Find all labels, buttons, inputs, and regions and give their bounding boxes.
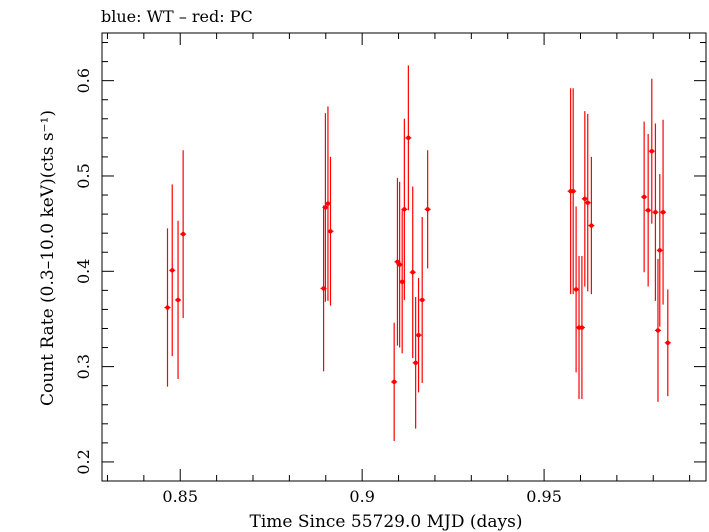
data-point	[579, 325, 585, 330]
data-point	[419, 297, 425, 303]
data-point	[653, 210, 658, 215]
x-axis-title: Time Since 55729.0 MJD (days)	[250, 512, 523, 532]
y-tick-label: 0.3	[74, 354, 93, 379]
data-point	[413, 360, 418, 366]
data-point	[180, 231, 186, 237]
data-point	[406, 135, 411, 141]
data-points	[164, 65, 671, 441]
data-point	[657, 248, 662, 253]
data-point	[391, 379, 397, 385]
y-tick-label: 0.4	[74, 259, 93, 284]
data-point	[660, 210, 666, 215]
data-point	[425, 207, 430, 212]
data-point	[645, 208, 651, 213]
data-point	[325, 201, 331, 206]
data-point	[165, 305, 170, 310]
axis-ticks: 0.85 0.9 0.95 0.2 0.3 0.4 0.5 0.6	[74, 33, 706, 506]
data-point	[410, 270, 415, 275]
data-point	[665, 340, 670, 345]
x-tick-label: 0.95	[526, 487, 562, 506]
data-point	[399, 279, 405, 284]
y-tick-label: 0.2	[74, 449, 93, 474]
data-point	[323, 205, 328, 210]
data-point	[328, 229, 333, 234]
data-point	[585, 200, 590, 205]
data-point	[655, 328, 661, 333]
x-tick-label: 0.9	[349, 487, 374, 506]
data-point	[175, 297, 181, 303]
data-point	[402, 207, 407, 212]
data-point	[589, 223, 594, 228]
y-tick-label: 0.5	[74, 163, 93, 188]
plot-frame	[101, 32, 707, 482]
data-point	[641, 194, 647, 200]
chart-title: blue: WT – red: PC	[101, 7, 253, 26]
data-point	[573, 287, 579, 292]
data-point	[649, 148, 654, 154]
data-point	[416, 332, 421, 338]
data-point	[170, 268, 175, 273]
data-point	[321, 286, 326, 291]
x-tick-label: 0.85	[162, 487, 198, 506]
data-point	[582, 196, 588, 202]
y-tick-label: 0.6	[74, 68, 93, 93]
data-point	[397, 262, 402, 267]
data-point	[570, 189, 576, 194]
y-axis-title: Count Rate (0.3–10.0 keV)(cts s⁻¹)	[38, 110, 58, 406]
